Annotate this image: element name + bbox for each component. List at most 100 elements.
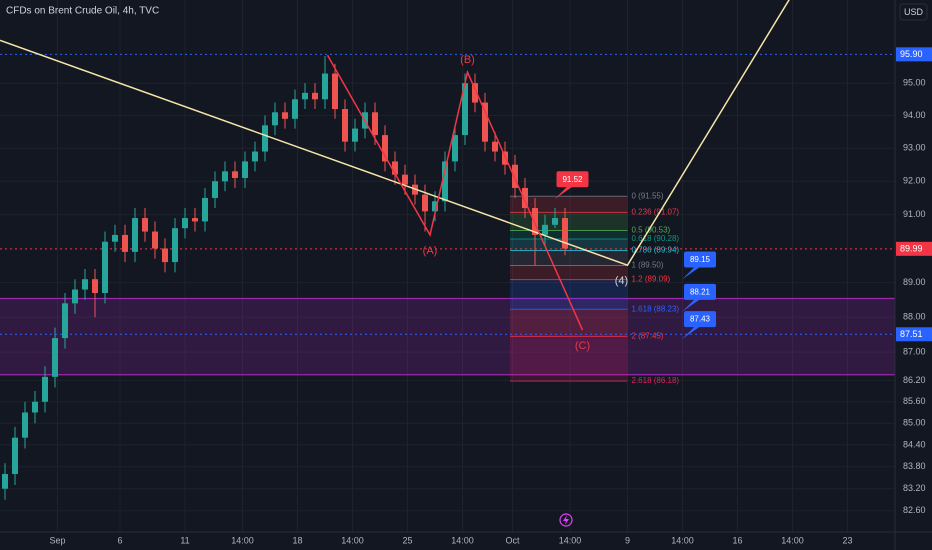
y-tick-label: 87.00 [903,347,926,357]
fib-label: 1.618 (88.23) [632,304,680,313]
candle-body [422,194,428,212]
candle-body [62,303,68,339]
callout-box [684,283,716,300]
candle-body [492,141,498,152]
candle-body [102,241,108,293]
candle-body [432,201,438,212]
wave-label: (B) [460,54,475,66]
price-badge-label: 95.90 [900,49,923,59]
candle-body [532,207,538,235]
callout-tail [682,325,702,340]
fib-label: 0.5 (90.53) [632,226,671,235]
callout-box [684,251,716,268]
candle-body [122,234,128,252]
candle-body [192,218,198,222]
candle-body [482,102,488,142]
wave-label: (4) [615,275,628,287]
event-icon-bolt [563,515,569,525]
x-tick-label: 14:00 [671,535,694,545]
y-tick-label: 83.20 [903,483,926,493]
y-tick-label: 84.40 [903,439,926,449]
candle-body [372,112,378,136]
candle-body [262,125,268,152]
candle-body [252,151,258,162]
candle-body [132,218,138,252]
callout-label: 87.43 [690,315,711,324]
trend-line [0,0,790,267]
fib-label: 1 (89.50) [632,261,664,270]
candle-body [212,181,218,198]
candle-body [222,171,228,182]
event-icon[interactable] [559,513,573,527]
x-tick-label: 14:00 [781,535,804,545]
y-tick-label: 94.00 [903,110,926,120]
x-tick-label: 25 [402,535,412,545]
grid [0,0,895,532]
currency[interactable]: USD [904,7,924,17]
candle-body [92,279,98,293]
y-tick-label: 92.00 [903,176,926,186]
candle-body [52,338,58,377]
candle-body [512,164,518,188]
wave-label: (A) [423,245,438,257]
y-tick-label: 88.00 [903,312,926,322]
fib-band [510,279,628,310]
fib-band [510,230,628,239]
price-badge [896,241,932,256]
candle-body [562,218,568,249]
currency-box[interactable] [899,3,928,21]
fib-label: 1.2 (89.09) [632,275,671,284]
candle-body [342,109,348,142]
fib-band [510,309,628,337]
x-tick-label: 14:00 [341,535,364,545]
y-tick-label: 93.00 [903,143,926,153]
candle-body [322,73,328,100]
candle-body [452,135,458,162]
callout-tail [682,265,702,280]
candle-body [392,161,398,175]
y-tick-label: 95.00 [903,78,926,88]
x-tick-label: 6 [117,535,122,545]
fib-label: 0 (91.55) [632,191,664,200]
candle-body [2,474,8,489]
x-tick-label: 16 [732,535,742,545]
candle-body [82,279,88,290]
x-tick-label: 14:00 [231,535,254,545]
candle-body [182,218,188,229]
candle-body [172,228,178,263]
candle-body [552,218,558,225]
zone [0,298,895,375]
fib-band [510,196,628,213]
axes: 95.00 94.00 93.00 92.00 91.00 89.00 88.00 87.00… [49,47,932,545]
price-badge-label: 89.99 [900,244,923,254]
x-tick-label: 14:00 [559,535,582,545]
fib-label: 0.236 (91.07) [632,207,680,216]
candle-body [22,412,28,438]
price-badge-label: 87.51 [900,329,923,339]
candle-body [202,197,208,222]
candle-body [302,92,308,100]
x-tick-label: Oct [505,535,520,545]
candle-body [402,174,408,185]
callout-tail [682,297,702,312]
x-tick-label: 18 [292,535,302,545]
candle-body [352,128,358,142]
candle-body [242,161,248,178]
fib-label: 2 (87.45) [632,331,664,340]
x-tick-label: 23 [842,535,852,545]
chart-title: CFDs on Brent Crude Oil, 4h, TVC [6,6,159,17]
callout-tail [554,185,575,200]
candle-body [462,83,468,136]
candle-body [72,289,78,304]
y-tick-label: 85.00 [903,418,926,428]
y-tick-label: 83.80 [903,461,926,471]
callout-label: 88.21 [690,288,711,297]
candle-body [32,401,38,413]
candle-body [42,376,48,402]
fib-band [510,265,628,280]
candle-body [142,218,148,232]
x-tick-label: 9 [625,535,630,545]
candle-body [292,99,298,119]
fib-band [510,250,628,266]
candle-body [382,135,388,162]
